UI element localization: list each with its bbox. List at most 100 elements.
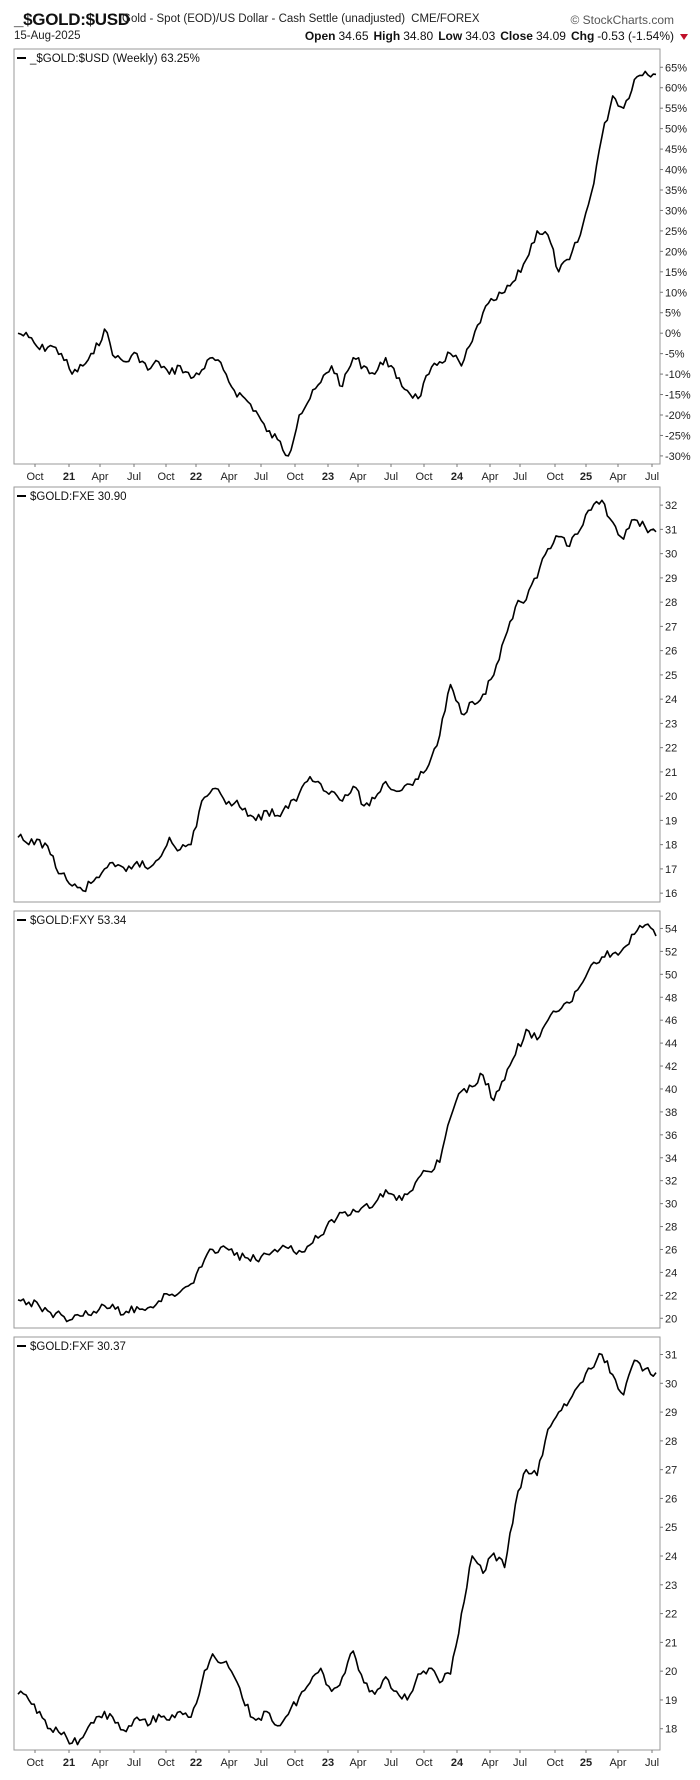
y-tick-label: -15% bbox=[665, 390, 691, 402]
y-tick-label: 29 bbox=[665, 573, 677, 585]
y-tick-label: 26 bbox=[665, 1493, 677, 1505]
x-tick-label: Oct bbox=[286, 471, 303, 483]
y-tick-label: 35% bbox=[665, 185, 687, 197]
panel-title: $GOLD:FXF 30.37 bbox=[30, 1341, 126, 1353]
y-tick-label: 19 bbox=[665, 1695, 677, 1707]
open-label: Open bbox=[304, 29, 336, 43]
series-line-3 bbox=[17, 923, 657, 1323]
x-tick-label: 23 bbox=[322, 1757, 334, 1769]
panel-title: _$GOLD:$USD (Weekly) 63.25% bbox=[29, 53, 200, 65]
y-tick-label: 52 bbox=[665, 946, 677, 958]
x-tick-label: Jul bbox=[645, 1757, 659, 1769]
x-tick-label: Oct bbox=[157, 1757, 174, 1769]
high-value: 34.80 bbox=[403, 29, 434, 43]
x-tick-label: Oct bbox=[157, 471, 174, 483]
x-tick-label: 24 bbox=[451, 1757, 464, 1769]
x-tick-label: 22 bbox=[190, 1757, 202, 1769]
x-tick-label: Apr bbox=[220, 1757, 237, 1769]
y-tick-label: 24 bbox=[665, 1551, 677, 1563]
y-tick-label: 27 bbox=[665, 621, 677, 633]
panel-title: $GOLD:FXY 53.34 bbox=[30, 915, 127, 927]
close-label: Close bbox=[500, 29, 533, 43]
y-tick-label: 31 bbox=[665, 1350, 677, 1362]
close-value: 34.09 bbox=[535, 29, 566, 43]
y-tick-label: 50 bbox=[665, 969, 677, 981]
y-tick-label: 15% bbox=[665, 267, 687, 279]
y-tick-label: 25% bbox=[665, 226, 687, 238]
chart-date: 15-Aug-2025 bbox=[14, 30, 81, 42]
y-tick-label: 48 bbox=[665, 992, 677, 1004]
y-tick-label: 20 bbox=[665, 1666, 677, 1678]
y-tick-label: 26 bbox=[665, 646, 677, 658]
logo-text: StockCharts.com bbox=[582, 13, 674, 27]
x-tick-label: Apr bbox=[609, 1757, 626, 1769]
x-tick-label: Jul bbox=[384, 1757, 398, 1769]
x-tick-label: Jul bbox=[254, 471, 268, 483]
series-line-4 bbox=[17, 1352, 657, 1746]
y-tick-label: 32 bbox=[665, 1176, 677, 1188]
y-tick-label: 22 bbox=[665, 743, 677, 755]
panel-frame bbox=[13, 910, 661, 1329]
panel-title: $GOLD:FXE 30.90 bbox=[30, 491, 127, 503]
y-tick-label: -10% bbox=[665, 369, 691, 381]
y-tick-label: 45% bbox=[665, 144, 687, 156]
x-tick-label: 21 bbox=[63, 1757, 75, 1769]
y-tick-label: 23 bbox=[665, 1580, 677, 1592]
y-tick-label: 21 bbox=[665, 1637, 677, 1649]
x-tick-label: Oct bbox=[415, 1757, 432, 1769]
x-tick-label: Jul bbox=[645, 471, 659, 483]
y-tick-label: 18 bbox=[665, 1724, 677, 1736]
x-tick-label: Jul bbox=[513, 471, 527, 483]
y-tick-label: 25 bbox=[665, 1522, 677, 1534]
chg-value: -0.53 (-1.54%) bbox=[597, 29, 674, 43]
y-tick-label: 20 bbox=[665, 791, 677, 803]
x-tick-label: Jul bbox=[127, 471, 141, 483]
symbol-title[interactable]: _$GOLD:$USD bbox=[14, 10, 130, 29]
y-tick-label: 28 bbox=[665, 1222, 677, 1234]
x-tick-label: Oct bbox=[546, 471, 563, 483]
symbol-description: Gold - Spot (EOD)/US Dollar - Cash Settl… bbox=[122, 13, 480, 25]
series-line-1 bbox=[17, 70, 657, 457]
y-tick-label: 50% bbox=[665, 124, 687, 136]
y-tick-label: -20% bbox=[665, 410, 691, 422]
y-tick-label: -5% bbox=[665, 349, 685, 361]
y-tick-label: 22 bbox=[665, 1290, 677, 1302]
y-tick-label: 20 bbox=[665, 1313, 677, 1325]
y-tick-label: 34 bbox=[665, 1153, 677, 1165]
x-tick-label: Oct bbox=[286, 1757, 303, 1769]
y-tick-label: 18 bbox=[665, 840, 677, 852]
x-tick-label: Jul bbox=[254, 1757, 268, 1769]
x-tick-label: Jul bbox=[127, 1757, 141, 1769]
y-tick-label: 24 bbox=[665, 694, 677, 706]
y-tick-label: 36 bbox=[665, 1130, 677, 1142]
y-tick-label: 31 bbox=[665, 524, 677, 536]
y-tick-label: 40% bbox=[665, 165, 687, 177]
x-tick-label: Apr bbox=[91, 1757, 108, 1769]
y-tick-label: 55% bbox=[665, 103, 687, 115]
x-tick-label: 23 bbox=[322, 471, 334, 483]
y-tick-label: 23 bbox=[665, 718, 677, 730]
low-label: Low bbox=[438, 29, 463, 43]
y-tick-label: 22 bbox=[665, 1609, 677, 1621]
x-tick-label: Apr bbox=[220, 471, 237, 483]
y-tick-label: 44 bbox=[665, 1038, 677, 1050]
description-text: Gold - Spot (EOD)/US Dollar - Cash Settl… bbox=[122, 13, 406, 25]
x-tick-label: Oct bbox=[26, 1757, 43, 1769]
x-tick-label: Apr bbox=[349, 471, 366, 483]
open-value: 34.65 bbox=[338, 29, 369, 43]
y-tick-label: 21 bbox=[665, 767, 677, 779]
x-tick-label: Oct bbox=[26, 471, 43, 483]
x-tick-label: 25 bbox=[580, 1757, 592, 1769]
x-tick-label: Apr bbox=[481, 471, 498, 483]
x-tick-label: Jul bbox=[513, 1757, 527, 1769]
y-tick-label: 27 bbox=[665, 1465, 677, 1477]
x-tick-label: Oct bbox=[546, 1757, 563, 1769]
stockcharts-logo[interactable]: © StockCharts.com bbox=[570, 13, 674, 27]
y-tick-label: 5% bbox=[665, 308, 681, 320]
y-tick-label: 60% bbox=[665, 83, 687, 95]
x-tick-label: Oct bbox=[415, 471, 432, 483]
y-tick-label: 16 bbox=[665, 888, 677, 900]
y-tick-label: 30 bbox=[665, 1378, 677, 1390]
y-tick-label: 26 bbox=[665, 1244, 677, 1256]
